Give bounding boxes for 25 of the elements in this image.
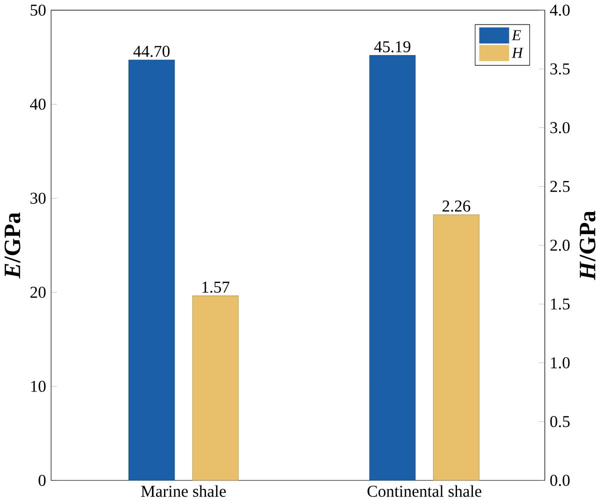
- y2-tick-label: 3.5: [550, 63, 570, 74]
- y2-tick-label: 2.0: [550, 239, 570, 251]
- y-tick-label: 0: [38, 474, 46, 486]
- x-tick-label: Continental shale: [368, 485, 482, 497]
- y-axis-title: E/GPa: [4, 212, 20, 278]
- y-tick-label: 50: [30, 4, 46, 16]
- x-tick-label: Marine shale: [141, 485, 226, 497]
- y2-tick-label: 2.5: [550, 180, 570, 192]
- y2-tick-label: 4.0: [550, 4, 570, 16]
- y2-tick-label: 3.0: [550, 122, 570, 134]
- y-tick-label: 40: [30, 98, 46, 110]
- data-label: 45.19: [374, 41, 410, 52]
- y-tick-label: 20: [30, 286, 46, 298]
- data-label: 1.57: [202, 281, 230, 293]
- data-label: 44.70: [133, 46, 170, 57]
- y2-tick-label: 0.5: [550, 416, 570, 427]
- y2-tick-label: 1.5: [551, 298, 570, 310]
- data-label: 2.26: [442, 200, 470, 212]
- y2-axis-title: H/GPa: [580, 210, 596, 280]
- y-tick-label: 30: [30, 192, 46, 204]
- legend-label: E: [512, 30, 521, 40]
- legend-label: H: [512, 48, 524, 58]
- y2-tick-label: 1.0: [551, 357, 570, 368]
- y2-tick-label: 0.0: [550, 474, 570, 486]
- y-tick-label: 10: [31, 380, 46, 392]
